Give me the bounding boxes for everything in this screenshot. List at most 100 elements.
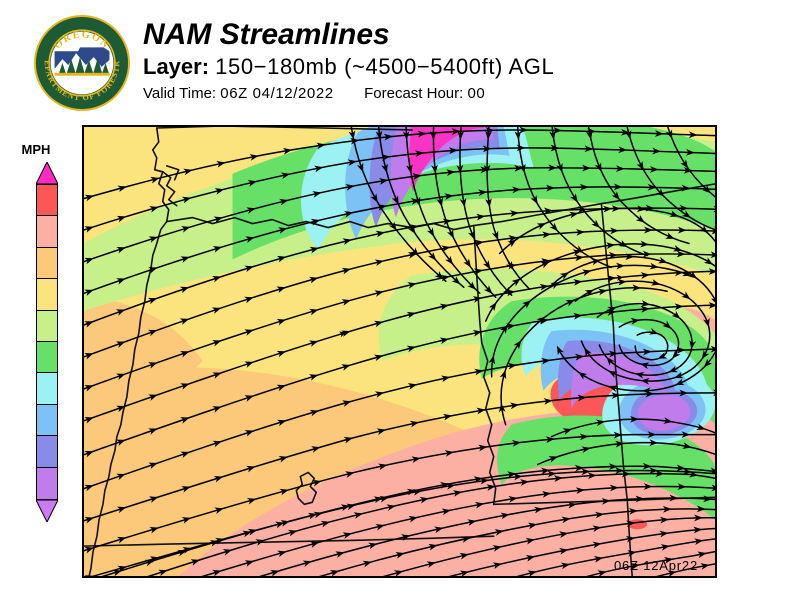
- streamline-arrow: [116, 473, 126, 481]
- streamline-arrow: [373, 320, 384, 328]
- streamline-arrow: [593, 556, 604, 563]
- streamline-arrow: [310, 218, 321, 226]
- streamline-arrow: [508, 235, 518, 242]
- streamline-arrow: [630, 317, 640, 325]
- streamline-arrow: [279, 198, 289, 206]
- streamline-arrow: [608, 385, 618, 392]
- streamline-arrow: [144, 559, 155, 567]
- streamline-arrow: [676, 346, 686, 354]
- streamline-arrow: [409, 420, 420, 428]
- streamline-arrow: [467, 281, 476, 290]
- colorbar-band-2-4: [37, 467, 57, 499]
- streamline-arrow: [307, 512, 318, 520]
- streamline-arrow: [567, 501, 577, 509]
- streamline-arrow: [459, 552, 469, 560]
- streamline-arrow: [482, 145, 492, 153]
- streamline-arrow: [545, 436, 555, 444]
- streamline-arrow: [302, 560, 313, 567]
- page-title: NAM Streamlines: [143, 18, 390, 51]
- streamline-arrow: [492, 545, 502, 552]
- streamline-arrow: [594, 162, 602, 172]
- streamline-arrow: [643, 483, 653, 490]
- streamline-arrow: [244, 296, 254, 304]
- streamline-arrow: [277, 419, 287, 427]
- streamline-arrow: [597, 570, 607, 577]
- streamline-arrow: [573, 312, 583, 320]
- streamline-arrow: [84, 194, 95, 202]
- streamline-arrow: [246, 465, 256, 473]
- streamline-arrow: [680, 159, 689, 169]
- streamline-arrow: [488, 355, 496, 365]
- streamline-arrow: [406, 311, 417, 319]
- streamline-arrow: [84, 321, 94, 328]
- streamline-arrow: [516, 144, 526, 152]
- streamline-arrow: [213, 475, 224, 483]
- streamline-arrow: [115, 341, 126, 348]
- streamline-arrow: [147, 297, 158, 305]
- streamline-arrow: [603, 205, 613, 213]
- streamline-arrow: [149, 526, 159, 534]
- streamline-arrow: [683, 166, 693, 174]
- streamline-arrow: [181, 486, 191, 493]
- streamline-arrow: [636, 161, 644, 171]
- streamline-arrow: [277, 550, 287, 558]
- streamline-arrow: [478, 189, 488, 197]
- streamline-arrow: [148, 394, 158, 401]
- streamline-arrow: [649, 327, 659, 335]
- streamline-arrow: [681, 291, 691, 300]
- streamline-arrow: [507, 471, 517, 479]
- streamline-arrow: [117, 185, 127, 193]
- streamline-arrow: [378, 463, 388, 471]
- streamline-arrow: [472, 296, 483, 303]
- streamline-arrow: [710, 251, 716, 259]
- streamline-arrow: [509, 402, 520, 410]
- streamline-arrow: [627, 550, 637, 557]
- streamline-arrow: [647, 183, 657, 191]
- streamline-arrow: [559, 272, 570, 280]
- streamline-arrow: [434, 271, 444, 280]
- streamline-arrow: [84, 450, 94, 458]
- streamline-arrow: [500, 324, 508, 334]
- streamline-arrow: [513, 340, 522, 350]
- streamline-arrow: [214, 507, 224, 515]
- streamline-arrow: [577, 394, 587, 402]
- streamline-arrow: [312, 191, 322, 198]
- streamline-arrow: [275, 521, 285, 529]
- streamline-arrow: [276, 318, 287, 326]
- streamline-arrow: [116, 278, 126, 285]
- streamline-arrow: [676, 250, 686, 258]
- streamline-arrow: [507, 239, 517, 248]
- streamline-arrow: [575, 353, 585, 361]
- streamline-arrow: [550, 144, 560, 152]
- streamline-arrow: [513, 473, 523, 481]
- streamline-arrow: [407, 224, 416, 234]
- meta-line: Valid Time: 06Z 04/12/2022 Forecast Hour…: [143, 84, 783, 104]
- streamline-arrow: [511, 440, 522, 447]
- streamline-arrow: [377, 204, 387, 211]
- streamline-arrow: [116, 246, 126, 254]
- streamline-arrow: [345, 471, 355, 478]
- streamline-arrow: [509, 210, 520, 217]
- streamline-arrow: [278, 227, 288, 234]
- streamline-arrow: [309, 276, 319, 284]
- streamline-arrow: [512, 186, 522, 194]
- streamline-arrow: [669, 494, 679, 502]
- streamline-arrow: [216, 161, 226, 168]
- streamline-arrow: [595, 511, 605, 519]
- streamline-arrow: [483, 285, 493, 294]
- streamline-arrow: [213, 216, 223, 223]
- streamline-arrow: [249, 154, 259, 161]
- streamline-arrow: [190, 559, 200, 566]
- streamline-arrow: [546, 184, 555, 192]
- streamline-arrow: [255, 539, 265, 546]
- streamline-arrow: [579, 433, 589, 441]
- streamline-arrow: [662, 320, 672, 329]
- streamline-arrow: [148, 267, 158, 274]
- streamline-map-panel[interactable]: 06Z 12Apr22: [82, 125, 717, 578]
- streamline-arrow: [635, 214, 645, 223]
- streamline-arrow: [381, 154, 391, 161]
- streamline-arrow: [660, 544, 670, 551]
- streamline-arrow: [514, 164, 524, 172]
- streamline-arrow: [647, 431, 657, 439]
- streamline-arrow: [710, 467, 716, 475]
